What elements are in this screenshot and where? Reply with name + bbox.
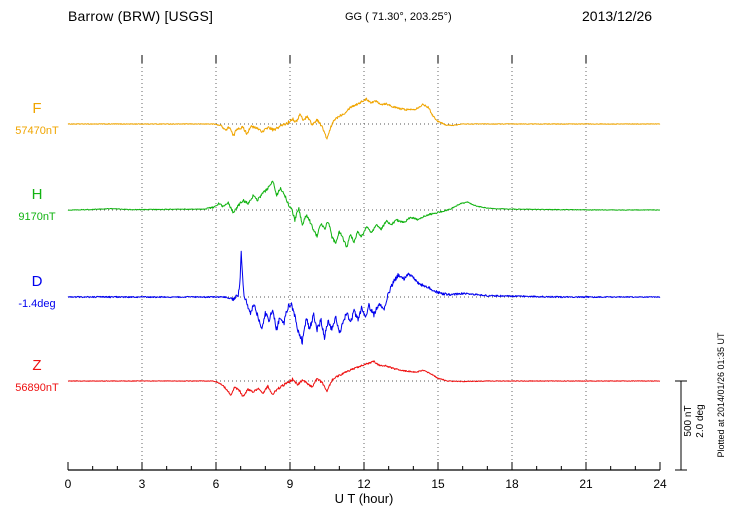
x-tick-label: 12: [357, 477, 371, 491]
channel-label-h: H 9170nT: [4, 186, 70, 224]
scalebar-nt-label: 500 nT: [683, 405, 694, 437]
trace-H: [67, 180, 660, 248]
x-tick-label: 15: [431, 477, 445, 491]
x-tick-label: 0: [65, 477, 72, 491]
trace-D: [67, 250, 661, 345]
channel-letter-d: D: [31, 273, 43, 290]
station-title: Barrow (BRW) [USGS]: [68, 8, 214, 24]
channel-letter-h: H: [31, 186, 43, 203]
trace-Z: [67, 360, 661, 397]
channel-label-z: Z 56890nT: [4, 357, 70, 395]
plot-date: 2013/12/26: [582, 8, 653, 24]
x-tick-label: 21: [579, 477, 593, 491]
plotted-at-note: Plotted at 2014/01/26 01:35 UT: [716, 332, 726, 458]
x-tick-label: 24: [653, 477, 667, 491]
scalebar-deg-label: 2.0 deg: [695, 404, 706, 438]
channel-baseline-h: 9170nT: [18, 211, 56, 223]
x-axis-label: U T (hour): [334, 491, 394, 506]
channel-label-f: F 57470nT: [4, 100, 70, 138]
channel-letter-f: F: [32, 100, 42, 117]
scalebar-labels: 500 nT 2.0 deg: [683, 399, 707, 443]
channel-letter-z: Z: [32, 357, 42, 374]
x-tick-label: 18: [505, 477, 519, 491]
trace-F: [67, 97, 661, 140]
channel-baseline-d: -1.4deg: [18, 298, 56, 310]
x-tick-label: 9: [287, 477, 294, 491]
channel-baseline-f: 57470nT: [15, 125, 59, 137]
channel-baseline-z: 56890nT: [15, 382, 59, 394]
x-tick-label: 3: [139, 477, 146, 491]
geographic-coords: GG ( 71.30°, 203.25°): [345, 11, 452, 23]
channel-label-d: D -1.4deg: [4, 273, 70, 311]
x-tick-label: 6: [213, 477, 220, 491]
